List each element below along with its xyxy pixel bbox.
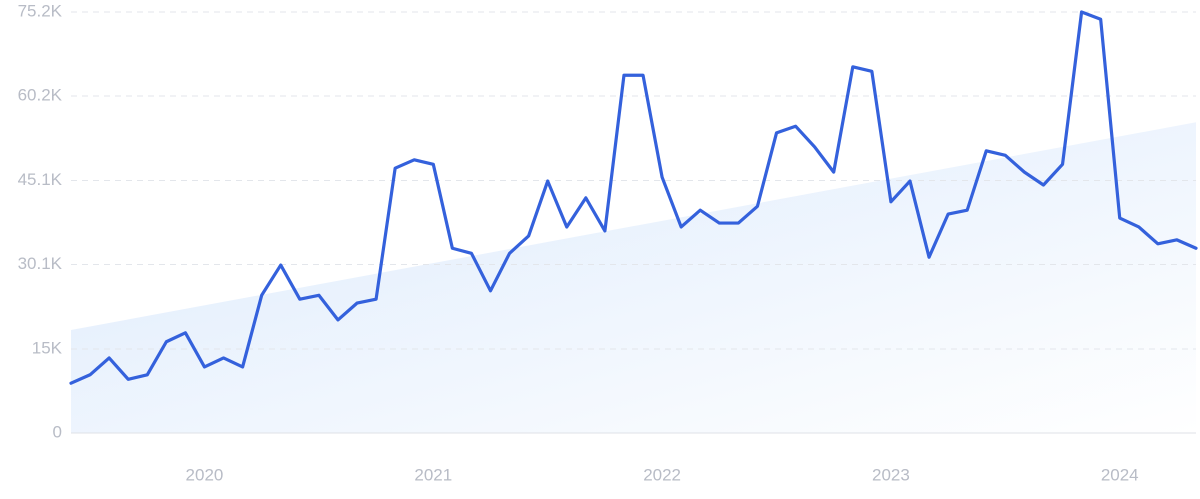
- y-tick-label: 30.1K: [18, 254, 63, 273]
- x-tick-label: 2020: [186, 465, 224, 484]
- x-tick-label: 2023: [872, 465, 910, 484]
- y-tick-label: 75.2K: [18, 1, 63, 20]
- y-tick-label: 0: [53, 422, 62, 441]
- line-series: [69, 10, 1198, 385]
- x-tick-label: 2021: [414, 465, 452, 484]
- x-tick-label: 2024: [1101, 465, 1139, 484]
- y-tick-label: 45.1K: [18, 170, 63, 189]
- y-tick-label: 60.2K: [18, 85, 63, 104]
- y-tick-label: 15K: [32, 339, 63, 358]
- trend-area: [71, 122, 1196, 433]
- x-tick-label: 2022: [643, 465, 681, 484]
